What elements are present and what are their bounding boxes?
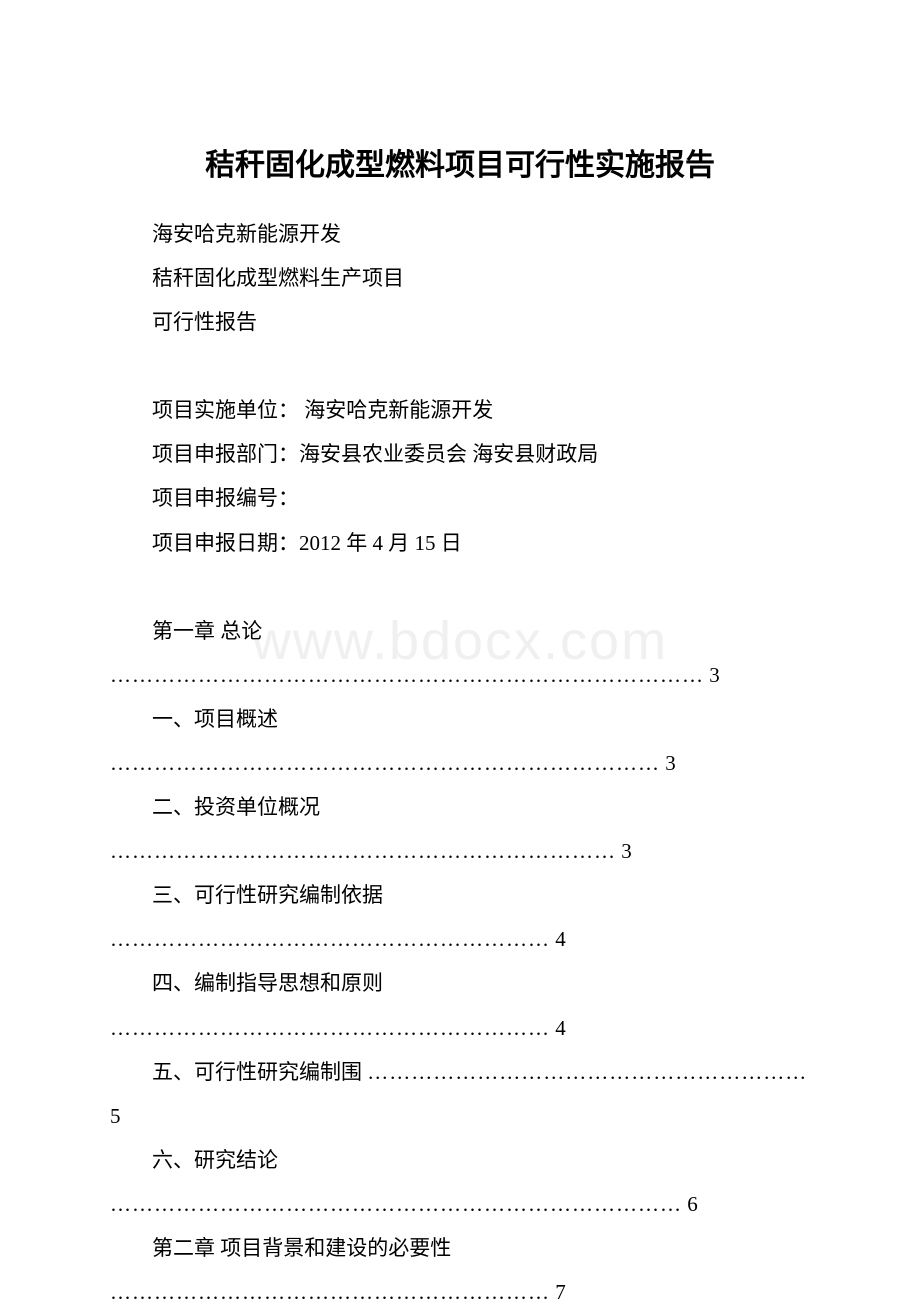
info-line: 项目申报日期：2012 年 4 月 15 日 xyxy=(110,521,810,565)
toc-dots: …………………………………………………………… xyxy=(110,839,616,863)
toc-label: 五、可行性研究编制围 xyxy=(152,1060,367,1084)
toc-dots: …………………………………………………… xyxy=(110,1016,550,1040)
spacer xyxy=(110,565,810,609)
toc-dots: …………………………………………………… xyxy=(110,927,550,951)
toc-page-number: 3 xyxy=(621,839,632,863)
toc-dots: ………………………………………………………………… xyxy=(110,751,660,775)
toc-entry: 二、投资单位概况 …………………………………………………………… 3 xyxy=(110,785,810,873)
toc-dots: …………………………………………………… xyxy=(110,1280,550,1304)
toc-entry: 第一章 总论 ……………………………………………………………………… 3 xyxy=(110,609,810,697)
toc-dots: …………………………………………………………………… xyxy=(110,1192,682,1216)
toc-entry: 一、项目概述 ………………………………………………………………… 3 xyxy=(110,697,810,785)
toc-dots-line: …………………………………………………… 4 xyxy=(110,917,810,961)
toc-dots: …………………………………………………… xyxy=(367,1060,807,1084)
toc-inline-line: 五、可行性研究编制围 …………………………………………………… 5 xyxy=(110,1050,810,1138)
toc-page-number: 5 xyxy=(110,1104,121,1128)
toc-label: 一、项目概述 xyxy=(110,697,810,741)
info-line: 项目申报部门：海安县农业委员会 海安县财政局 xyxy=(110,432,810,476)
toc-dots-line: …………………………………………………………………… 6 xyxy=(110,1182,810,1226)
toc-label: 第二章 项目背景和建设的必要性 xyxy=(110,1226,810,1270)
toc-dots-line: …………………………………………………… 7 xyxy=(110,1270,810,1314)
toc-entry: 三、可行性研究编制依据 …………………………………………………… 4 xyxy=(110,873,810,961)
header-line: 秸秆固化成型燃料生产项目 xyxy=(110,256,810,300)
toc-entry: 五、可行性研究编制围 …………………………………………………… 5 xyxy=(110,1050,810,1138)
toc-label: 二、投资单位概况 xyxy=(110,785,810,829)
toc-entry: 第二章 项目背景和建设的必要性 …………………………………………………… 7 xyxy=(110,1226,810,1314)
spacer xyxy=(110,344,810,388)
toc-page-number: 4 xyxy=(555,927,566,951)
document-title: 秸秆固化成型燃料项目可行性实施报告 xyxy=(110,140,810,184)
toc-label: 三、可行性研究编制依据 xyxy=(110,873,810,917)
toc-dots-line: …………………………………………………… 4 xyxy=(110,1006,810,1050)
toc-label: 第一章 总论 xyxy=(110,609,810,653)
toc-page-number: 4 xyxy=(555,1016,566,1040)
toc-label: 四、编制指导思想和原则 xyxy=(110,961,810,1005)
toc-dots-line: ………………………………………………………………… 3 xyxy=(110,741,810,785)
toc-entry: 六、研究结论 …………………………………………………………………… 6 xyxy=(110,1138,810,1226)
info-line: 项目实施单位： 海安哈克新能源开发 xyxy=(110,388,810,432)
toc-label: 六、研究结论 xyxy=(110,1138,810,1182)
document-content: 秸秆固化成型燃料项目可行性实施报告 海安哈克新能源开发 秸秆固化成型燃料生产项目… xyxy=(110,140,810,1314)
toc-dots: ……………………………………………………………………… xyxy=(110,663,704,687)
toc-page-number: 3 xyxy=(665,751,676,775)
toc-dots-line: ……………………………………………………………………… 3 xyxy=(110,653,810,697)
header-line: 可行性报告 xyxy=(110,300,810,344)
toc-page-number: 6 xyxy=(687,1192,698,1216)
toc-page-number: 3 xyxy=(709,663,720,687)
toc-dots-line: …………………………………………………………… 3 xyxy=(110,829,810,873)
info-line: 项目申报编号： xyxy=(110,476,810,520)
header-line: 海安哈克新能源开发 xyxy=(110,212,810,256)
toc-entry: 四、编制指导思想和原则 …………………………………………………… 4 xyxy=(110,961,810,1049)
toc-page-number: 7 xyxy=(555,1280,566,1304)
